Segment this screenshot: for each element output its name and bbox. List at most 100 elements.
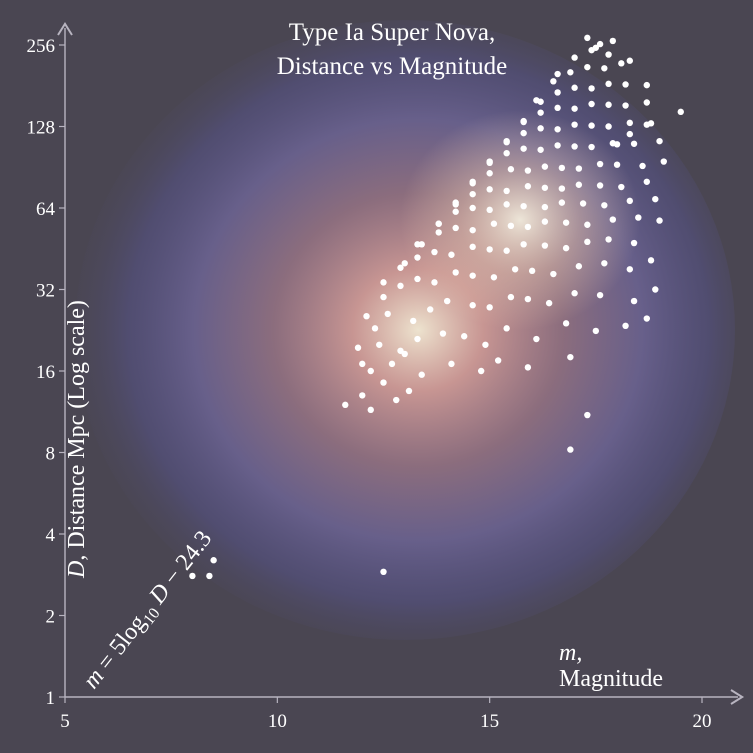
data-point	[520, 129, 527, 137]
data-point	[635, 214, 642, 221]
data-point	[486, 170, 493, 177]
data-point	[439, 330, 447, 337]
y-tick-label: 16	[36, 362, 55, 383]
data-point	[601, 260, 608, 267]
data-point	[588, 143, 595, 151]
data-point	[618, 60, 625, 67]
data-point	[371, 325, 379, 332]
data-point	[469, 226, 476, 234]
data-point	[567, 353, 574, 361]
data-point	[601, 65, 608, 72]
data-point	[643, 178, 650, 185]
data-point	[414, 335, 421, 343]
data-point	[380, 568, 387, 576]
data-point	[503, 201, 510, 208]
data-point	[452, 199, 459, 206]
data-point	[588, 122, 595, 129]
data-point	[618, 183, 625, 191]
y-tick-group: 1 2 4 8 16 32 64 128 256	[27, 36, 65, 709]
data-point	[405, 387, 413, 395]
data-point	[486, 246, 493, 253]
y-tick-label: 256	[27, 36, 56, 57]
data-point	[605, 123, 612, 130]
data-point	[469, 178, 476, 185]
data-point	[626, 130, 634, 138]
data-point	[452, 269, 459, 276]
data-point	[507, 166, 515, 173]
data-point	[567, 69, 574, 76]
data-point	[554, 104, 561, 112]
data-point	[541, 218, 549, 225]
data-point	[431, 279, 438, 286]
data-point	[486, 158, 493, 165]
data-point	[558, 164, 566, 172]
data-point	[537, 146, 544, 153]
data-point	[647, 257, 655, 264]
data-point	[520, 241, 527, 248]
data-point	[584, 411, 591, 419]
y-tick-label: 64	[36, 199, 56, 220]
data-point	[520, 117, 527, 125]
data-point	[524, 223, 532, 231]
data-point	[342, 401, 349, 409]
data-point	[613, 161, 621, 168]
data-point	[571, 121, 578, 128]
data-point	[541, 163, 549, 170]
nebula-core	[400, 110, 640, 330]
data-point	[643, 81, 650, 89]
data-point	[427, 306, 434, 313]
data-point	[494, 357, 502, 364]
data-point	[643, 315, 650, 322]
data-point	[571, 290, 578, 297]
data-point	[511, 266, 519, 273]
data-point	[448, 360, 455, 368]
x-tick-label: 10	[268, 711, 287, 732]
data-point	[660, 158, 667, 165]
data-point	[656, 137, 663, 145]
data-point	[630, 297, 638, 305]
x-axis-label-symbol: m,	[559, 640, 582, 666]
data-point	[528, 267, 536, 275]
data-point	[554, 89, 561, 96]
y-axis-label-text: , Distance Mpc (Log scale)	[64, 300, 90, 561]
data-point	[367, 406, 374, 414]
data-point	[537, 125, 544, 132]
data-point	[435, 220, 442, 227]
y-tick-label: 128	[27, 118, 56, 139]
data-point	[630, 140, 638, 147]
data-point	[605, 51, 612, 58]
nebula-background	[75, 20, 735, 640]
x-tick-label: 5	[60, 711, 70, 732]
data-point	[626, 57, 634, 64]
data-point	[380, 293, 387, 301]
data-point	[503, 187, 510, 195]
data-point	[584, 34, 591, 42]
data-point	[486, 186, 493, 193]
data-point	[579, 200, 587, 207]
data-point	[622, 102, 629, 109]
data-point	[490, 274, 498, 281]
data-point	[554, 126, 561, 133]
data-point	[639, 162, 646, 170]
data-point	[469, 302, 476, 309]
data-point	[554, 142, 561, 149]
data-point	[189, 572, 196, 580]
data-point	[363, 312, 370, 320]
data-point	[448, 251, 455, 258]
data-point	[418, 371, 425, 378]
data-point	[503, 247, 510, 254]
data-point	[575, 165, 583, 172]
data-point	[541, 242, 549, 249]
data-point	[562, 320, 570, 327]
data-point	[444, 297, 451, 305]
data-point	[452, 224, 459, 232]
data-point	[414, 241, 421, 248]
data-point	[376, 341, 383, 348]
data-point	[605, 236, 612, 243]
data-point	[584, 238, 591, 246]
data-point	[588, 100, 595, 108]
data-point	[414, 275, 421, 283]
data-point	[584, 63, 591, 71]
data-point	[622, 81, 629, 88]
